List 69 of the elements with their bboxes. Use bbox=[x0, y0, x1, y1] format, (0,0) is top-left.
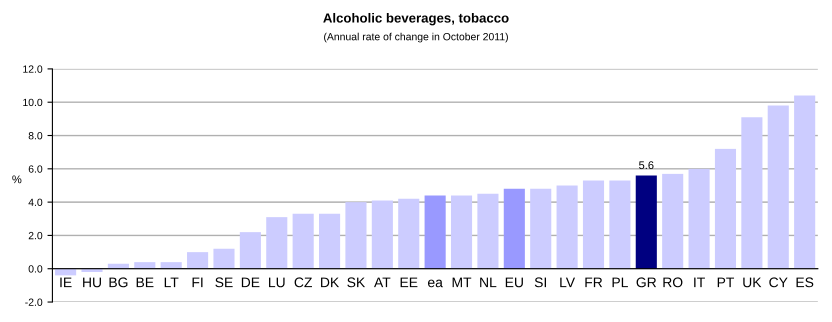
bar bbox=[794, 96, 816, 269]
x-tick-label: BE bbox=[136, 278, 154, 288]
y-tick-label: 8.0 bbox=[28, 132, 42, 140]
x-tick-label: IT bbox=[694, 278, 705, 288]
x-tick-label: SK bbox=[347, 277, 366, 288]
y-tick-label: 10.0 bbox=[23, 98, 42, 106]
bar bbox=[556, 185, 578, 269]
x-tick-label: IE bbox=[60, 278, 72, 288]
y-tick-label: 0.0 bbox=[28, 265, 42, 273]
x-tick-label: NL bbox=[480, 278, 496, 288]
bar bbox=[424, 195, 446, 269]
bar bbox=[477, 194, 498, 269]
bar bbox=[160, 262, 182, 269]
bar bbox=[134, 262, 156, 269]
bar bbox=[266, 217, 288, 269]
bar bbox=[319, 214, 340, 269]
y-tick-label: 4.0 bbox=[28, 198, 42, 206]
x-tick-label: CY bbox=[769, 277, 788, 288]
bar bbox=[372, 200, 393, 269]
x-tick-label: RO bbox=[663, 277, 682, 288]
chart-subtitle: (Annual rate of change in October 2011) bbox=[324, 32, 508, 42]
x-tick-label: ea bbox=[428, 280, 443, 288]
x-tick-label: DE bbox=[242, 278, 260, 288]
bar bbox=[450, 195, 472, 269]
x-tick-label: SE bbox=[215, 277, 233, 288]
bar bbox=[187, 252, 208, 269]
x-tick-label: PT bbox=[718, 278, 734, 288]
x-tick-label: MT bbox=[452, 278, 472, 288]
x-tick-label: EE bbox=[400, 278, 418, 288]
x-tick-label: LU bbox=[269, 278, 285, 288]
bar bbox=[55, 268, 76, 276]
bar bbox=[741, 117, 762, 269]
bar bbox=[292, 214, 314, 269]
x-tick-label: HU bbox=[83, 278, 101, 288]
x-tick-label: LT bbox=[164, 278, 178, 288]
x-tick-label: AT bbox=[374, 278, 390, 288]
x-tick-label: CZ bbox=[294, 277, 312, 288]
y-tick-label: 6.0 bbox=[28, 165, 42, 173]
bar bbox=[345, 202, 367, 269]
y-axis-title: % bbox=[12, 175, 22, 184]
data-label: 5.6 bbox=[639, 161, 654, 170]
x-tick-label: BG bbox=[110, 277, 128, 288]
x-tick-label: LV bbox=[560, 278, 576, 288]
bar bbox=[530, 188, 552, 269]
bar bbox=[213, 248, 235, 269]
x-tick-label: FI bbox=[192, 278, 202, 288]
bar bbox=[768, 106, 789, 269]
bar bbox=[398, 198, 420, 269]
chart-title: Alcoholic beverages, tobacco bbox=[323, 12, 509, 26]
x-tick-label: ES bbox=[796, 277, 814, 288]
bar bbox=[609, 180, 630, 269]
x-tick-label: UK bbox=[743, 278, 762, 288]
bar bbox=[240, 232, 261, 269]
bar bbox=[714, 148, 736, 269]
bar bbox=[688, 168, 710, 269]
y-tick-label: 12.0 bbox=[23, 65, 42, 73]
y-tick-label: 2.0 bbox=[28, 232, 42, 240]
bar bbox=[504, 188, 525, 269]
y-tick-label: -2.0 bbox=[25, 298, 42, 306]
bar bbox=[108, 264, 129, 269]
x-tick-label: DK bbox=[321, 278, 340, 288]
x-tick-label: PL bbox=[612, 278, 628, 288]
bar bbox=[662, 174, 684, 269]
bar bbox=[582, 180, 604, 269]
x-tick-label: GR bbox=[636, 277, 656, 288]
x-tick-label: SI bbox=[534, 277, 546, 288]
x-tick-label: FR bbox=[585, 278, 602, 288]
x-tick-label: EU bbox=[506, 278, 523, 288]
bar bbox=[636, 175, 657, 269]
